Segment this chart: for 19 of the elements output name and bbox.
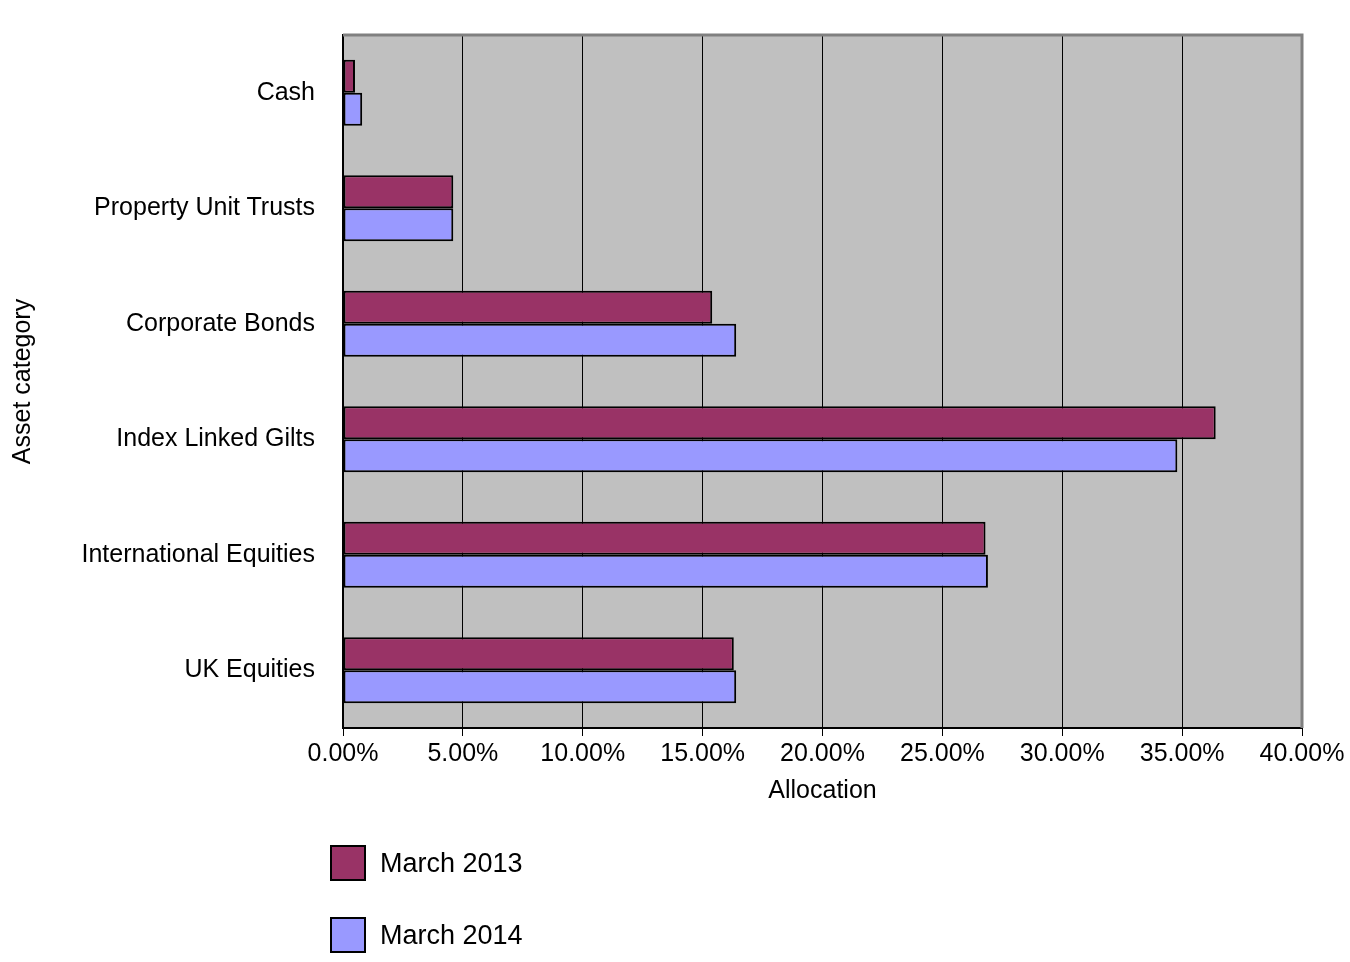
legend-label: March 2013 [380,847,523,879]
x-tick-label: 30.00% [1019,737,1105,766]
y-tick-label: Property Unit Trusts [94,192,315,221]
x-tick-label: 20.00% [780,737,865,766]
x-tick-label: 25.00% [899,737,985,766]
x-tick-label: 0.00% [307,737,379,766]
x-tick-label: 40.00% [1259,737,1345,766]
x-tick-label: 15.00% [660,737,746,766]
y-tick-label: UK Equities [184,654,315,683]
x-tick-label: 10.00% [540,737,626,766]
y-tick-label: Corporate Bonds [125,307,315,336]
y-tick-label: Cash [256,76,315,105]
x-axis-title: Allocation [768,774,877,803]
y-tick-label: Index Linked Gilts [116,423,315,452]
y-axis-title: Asset category [6,298,35,465]
x-tick-label: 35.00% [1139,737,1225,766]
y-tick-label: International Equities [81,538,315,567]
legend-label: March 2014 [380,919,523,951]
x-tick-label: 5.00% [427,737,499,766]
